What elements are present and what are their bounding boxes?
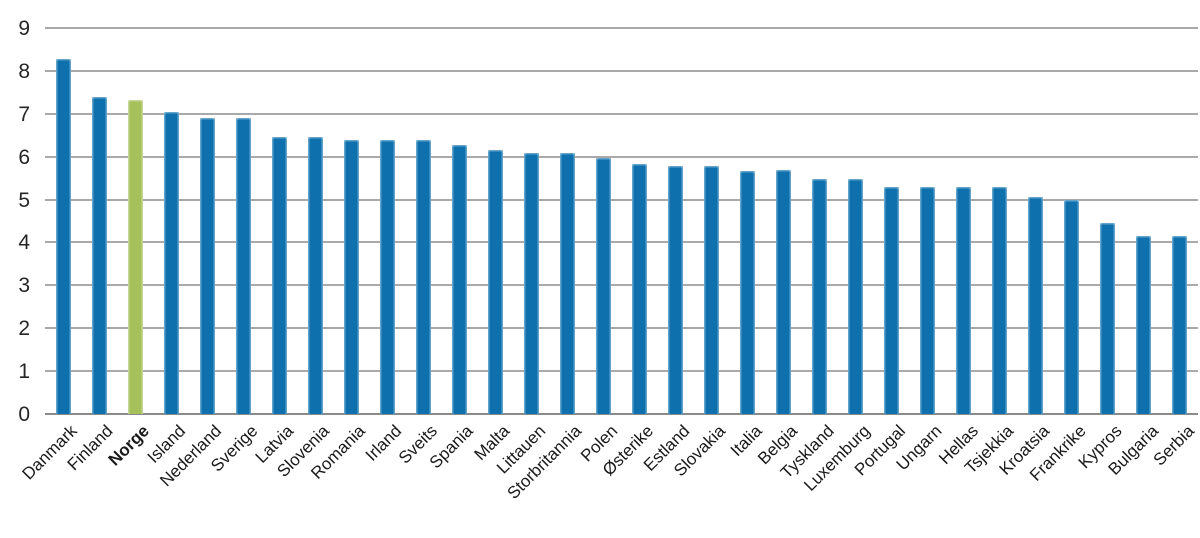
- bar: [235, 118, 251, 414]
- bar: [956, 186, 972, 414]
- bar: [1136, 236, 1152, 414]
- x-axis-baseline: [45, 413, 1198, 415]
- bar: [848, 178, 864, 414]
- y-tick-label: 7: [18, 102, 30, 126]
- gridline: [45, 155, 1198, 158]
- bar: [415, 139, 431, 414]
- bar: [559, 153, 575, 414]
- bar: [1064, 199, 1080, 414]
- bar: [812, 178, 828, 414]
- gridline: [45, 327, 1198, 330]
- bar: [992, 186, 1008, 414]
- y-tick-label: 2: [18, 317, 30, 341]
- bar: [451, 145, 467, 414]
- x-axis-label: Norge: [104, 421, 153, 470]
- y-tick-label: 8: [18, 59, 30, 83]
- gridline: [45, 69, 1198, 72]
- bar: [91, 96, 107, 414]
- gridline: [45, 284, 1198, 287]
- bar: [740, 171, 756, 414]
- bar: [668, 166, 684, 414]
- bar: [379, 139, 395, 414]
- gridline: [45, 241, 1198, 244]
- bar: [343, 139, 359, 414]
- gridline: [45, 370, 1198, 373]
- y-tick-label: 6: [18, 145, 30, 169]
- bar: [307, 136, 323, 414]
- gridline: [45, 27, 1198, 29]
- bar: [199, 118, 215, 414]
- bar: [776, 170, 792, 414]
- y-tick-label: 4: [18, 231, 30, 255]
- bar: [487, 150, 503, 414]
- bar: [920, 186, 936, 414]
- bar: [1100, 222, 1116, 414]
- y-tick-label: 9: [18, 17, 30, 40]
- bar-highlight-norge: [127, 99, 143, 414]
- gridline: [45, 112, 1198, 115]
- bar: [1028, 196, 1044, 414]
- y-tick-label: 1: [18, 360, 30, 384]
- bar: [884, 186, 900, 414]
- gridline: [45, 198, 1198, 201]
- bar: [163, 112, 179, 414]
- bar: [704, 166, 720, 414]
- y-tick-label: 3: [18, 274, 30, 298]
- y-tick-label: 5: [18, 188, 30, 212]
- bar: [632, 163, 648, 414]
- bar: [523, 153, 539, 414]
- bar: [55, 58, 71, 414]
- bar: [271, 136, 287, 414]
- y-tick-label: 0: [18, 403, 30, 426]
- bar: [595, 157, 611, 414]
- bar: [1172, 236, 1188, 414]
